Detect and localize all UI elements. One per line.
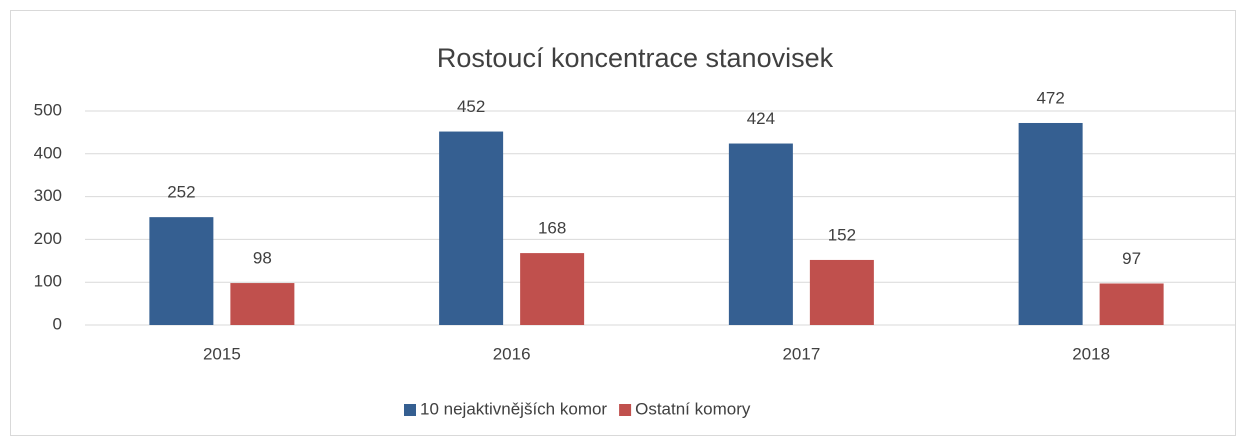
bar [520,253,585,325]
y-tick-label: 400 [34,143,62,162]
y-tick-label: 300 [34,186,62,205]
legend-label: Ostatní komory [635,399,751,418]
bar [809,259,874,325]
data-label: 168 [538,219,566,238]
y-tick-label: 0 [53,314,62,333]
data-label: 424 [747,109,775,128]
bar [1018,122,1083,325]
legend-label: 10 nejaktivnějších komor [420,399,607,418]
legend-swatch [404,404,416,416]
data-label: 97 [1122,249,1141,268]
data-label: 252 [167,183,195,202]
data-label: 472 [1036,88,1064,107]
bar [728,143,793,325]
x-tick-label: 2015 [203,344,241,363]
bar [149,217,214,325]
y-tick-label: 100 [34,272,62,291]
data-label: 98 [253,249,272,268]
bar [439,131,504,325]
y-tick-label: 200 [34,229,62,248]
legend-swatch [619,404,632,416]
x-tick-label: 2018 [1072,344,1110,363]
x-tick-label: 2017 [782,344,820,363]
bar [230,283,295,325]
bar [1099,283,1164,325]
data-label: 152 [828,225,856,244]
y-tick-label: 500 [34,100,62,119]
x-tick-label: 2016 [493,344,531,363]
chart-title: Rostoucí koncentrace stanovisek [437,43,834,73]
data-label: 452 [457,97,485,116]
